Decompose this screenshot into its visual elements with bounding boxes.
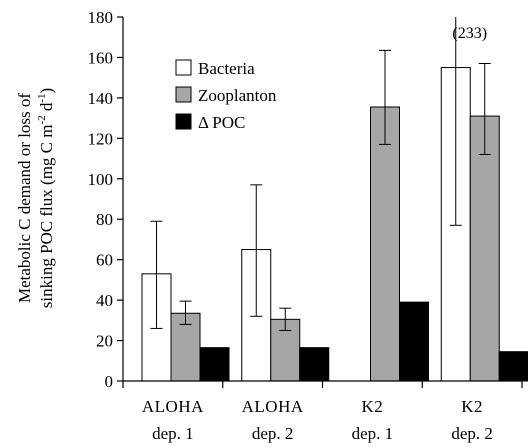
y-tick-label: 120: [88, 129, 114, 148]
x-axis-ticks: [123, 381, 522, 388]
y-axis-label: Metabolic C demand or loss of sinking PO…: [15, 88, 56, 308]
bar-zooplanton-3: [470, 116, 499, 381]
category-label-line2: dep. 1: [152, 424, 194, 443]
legend-label-2: Δ POC: [198, 113, 245, 132]
y-tick-label: 100: [88, 170, 114, 189]
y-tick-label: 20: [96, 332, 113, 351]
bar-zooplanton-2: [371, 107, 400, 381]
bar--poc-0: [200, 348, 229, 381]
category-label-line1: ALOHA: [242, 397, 304, 416]
category-label-line2: dep. 1: [352, 424, 394, 443]
y-tick-label: 180: [88, 8, 114, 27]
y-tick-label: 160: [88, 48, 114, 67]
legend-swatch-1: [176, 87, 191, 102]
y-tick-label: 80: [96, 210, 113, 229]
bar--poc-2: [400, 302, 429, 381]
legend-label-1: Zooplanton: [198, 86, 277, 105]
y-axis-label-line2: sinking POC flux (mg C m-2 d-1): [36, 88, 56, 308]
y-tick-label: 140: [88, 89, 114, 108]
category-label-line2: dep. 2: [451, 424, 493, 443]
bar--poc-1: [300, 348, 329, 381]
category-label-line1: K2: [361, 397, 383, 416]
legend-swatch-0: [176, 60, 191, 75]
legend-label-0: Bacteria: [198, 59, 255, 78]
annotation-233: (233): [452, 25, 487, 42]
y-tick-label: 60: [96, 251, 113, 270]
y-axis-ticks: 0 20 40 60 80 100 120 140 160 180: [88, 8, 124, 391]
legend: Bacteria Zooplanton Δ POC: [176, 59, 277, 132]
y-tick-label: 40: [96, 291, 113, 310]
legend-swatch-2: [176, 114, 191, 129]
y-tick-label: 0: [105, 372, 114, 391]
y-axis-label-line1: Metabolic C demand or loss of: [15, 93, 34, 303]
category-label-line2: dep. 2: [252, 424, 294, 443]
bar--poc-3: [499, 352, 528, 381]
category-label-line1: ALOHA: [142, 397, 204, 416]
category-label-line1: K2: [461, 397, 483, 416]
x-category-labels: ALOHA dep. 1 ALOHA dep. 2 K2 dep. 1 K2 dep. 2: [142, 397, 493, 443]
